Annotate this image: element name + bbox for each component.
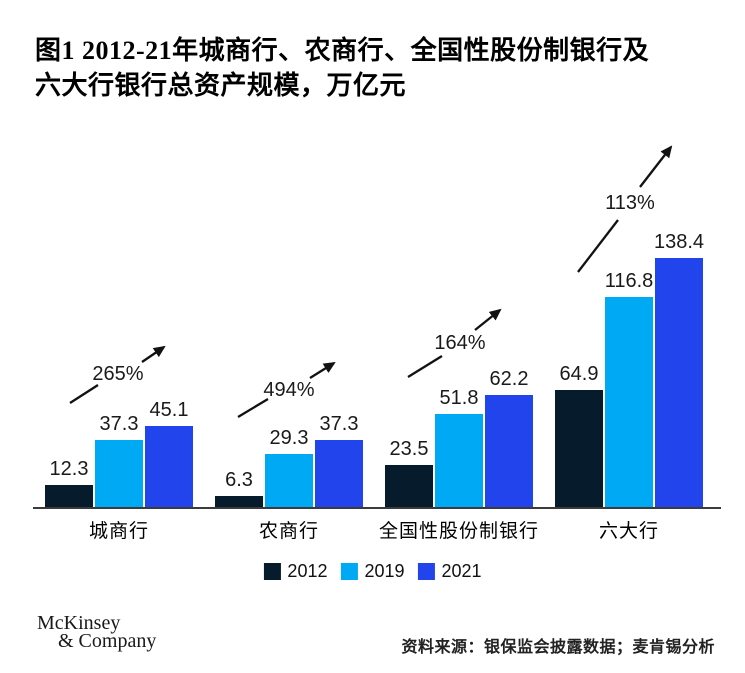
bar-2012 <box>385 465 433 507</box>
bar-2019 <box>435 414 483 507</box>
bar-2019 <box>95 440 143 507</box>
bar-column: 51.8 <box>435 387 483 507</box>
legend-swatch-2021 <box>417 563 435 580</box>
bar-2012 <box>215 496 263 507</box>
legend-label-2021: 2021 <box>441 561 482 581</box>
bar-column: 138.4 <box>653 231 705 507</box>
bar-2019 <box>605 297 653 507</box>
category-label-1: 城商行 <box>88 521 149 542</box>
bar-value-label: 37.3 <box>99 413 139 435</box>
legend-label-2012: 2012 <box>287 561 328 581</box>
bar-value-label: 6.3 <box>225 469 253 491</box>
source-note: 资料来源：银保监会披露数据；麦肯锡分析 <box>401 639 715 656</box>
bar-2021 <box>655 258 703 507</box>
bar-column: 64.9 <box>555 363 603 507</box>
growth-label-3: 164% <box>434 332 486 354</box>
bar-value-label: 37.3 <box>319 413 359 435</box>
bar-group-2: 6.3 29.3 37.3 <box>215 413 363 507</box>
bar-group-4: 64.9 116.8 138.4 <box>555 231 705 507</box>
bar-value-label: 12.3 <box>49 458 89 480</box>
bar-column: 116.8 <box>605 270 653 507</box>
legend-swatch-2012 <box>263 563 281 580</box>
bar-value-label: 51.8 <box>439 387 479 409</box>
bar-value-label: 116.8 <box>604 270 654 292</box>
growth-label-4: 113% <box>605 192 655 214</box>
bar-2021 <box>485 395 533 507</box>
growth-label-1: 265% <box>92 363 144 385</box>
logo-line1: McKinsey <box>37 612 121 634</box>
bar-column: 37.3 <box>95 413 143 507</box>
bar-column: 45.1 <box>145 399 193 507</box>
bar-value-label: 45.1 <box>149 399 189 421</box>
legend-label-2019: 2019 <box>364 561 405 581</box>
bar-value-label: 62.2 <box>489 368 529 390</box>
bar-column: 29.3 <box>265 427 313 507</box>
bar-value-label: 138.4 <box>653 231 705 253</box>
bar-2012 <box>555 390 603 507</box>
bar-column: 12.3 <box>45 458 93 507</box>
category-label-4: 六大行 <box>598 521 659 542</box>
growth-label-2: 494% <box>263 379 315 401</box>
mckinsey-logo: McKinsey & Company <box>37 612 157 652</box>
category-label-3: 全国性股份制银行 <box>378 521 539 542</box>
category-label-2: 农商行 <box>258 521 319 542</box>
legend-item-2019: 2019 <box>340 561 405 582</box>
bar-column: 23.5 <box>385 438 433 507</box>
chart-title: 图1 2012-21年城商行、农商行、全国性股份制银行及 六大行银行总资产规模，… <box>35 33 715 103</box>
bar-value-label: 29.3 <box>269 427 309 449</box>
bar-2021 <box>145 426 193 507</box>
bar-column: 6.3 <box>215 469 263 507</box>
bar-2012 <box>45 485 93 507</box>
bar-value-label: 64.9 <box>559 363 599 385</box>
bar-value-label: 23.5 <box>389 438 429 460</box>
legend: 2012 2019 2021 <box>263 561 482 582</box>
bar-2021 <box>315 440 363 507</box>
chart-title-line1: 图1 2012-21年城商行、农商行、全国性股份制银行及 <box>35 36 650 65</box>
bar-column: 62.2 <box>485 368 533 507</box>
bar-group-1: 12.3 37.3 45.1 <box>45 399 193 507</box>
logo-line2: & Company <box>58 630 157 652</box>
bar-column: 37.3 <box>315 413 363 507</box>
x-axis-line <box>33 507 721 509</box>
legend-item-2012: 2012 <box>263 561 327 582</box>
legend-swatch-2019 <box>340 563 358 580</box>
bar-group-3: 23.5 51.8 62.2 <box>385 368 533 507</box>
bar-2019 <box>265 454 313 507</box>
legend-item-2021: 2021 <box>417 561 482 582</box>
chart-title-line2: 六大行银行总资产规模，万亿元 <box>35 71 407 100</box>
